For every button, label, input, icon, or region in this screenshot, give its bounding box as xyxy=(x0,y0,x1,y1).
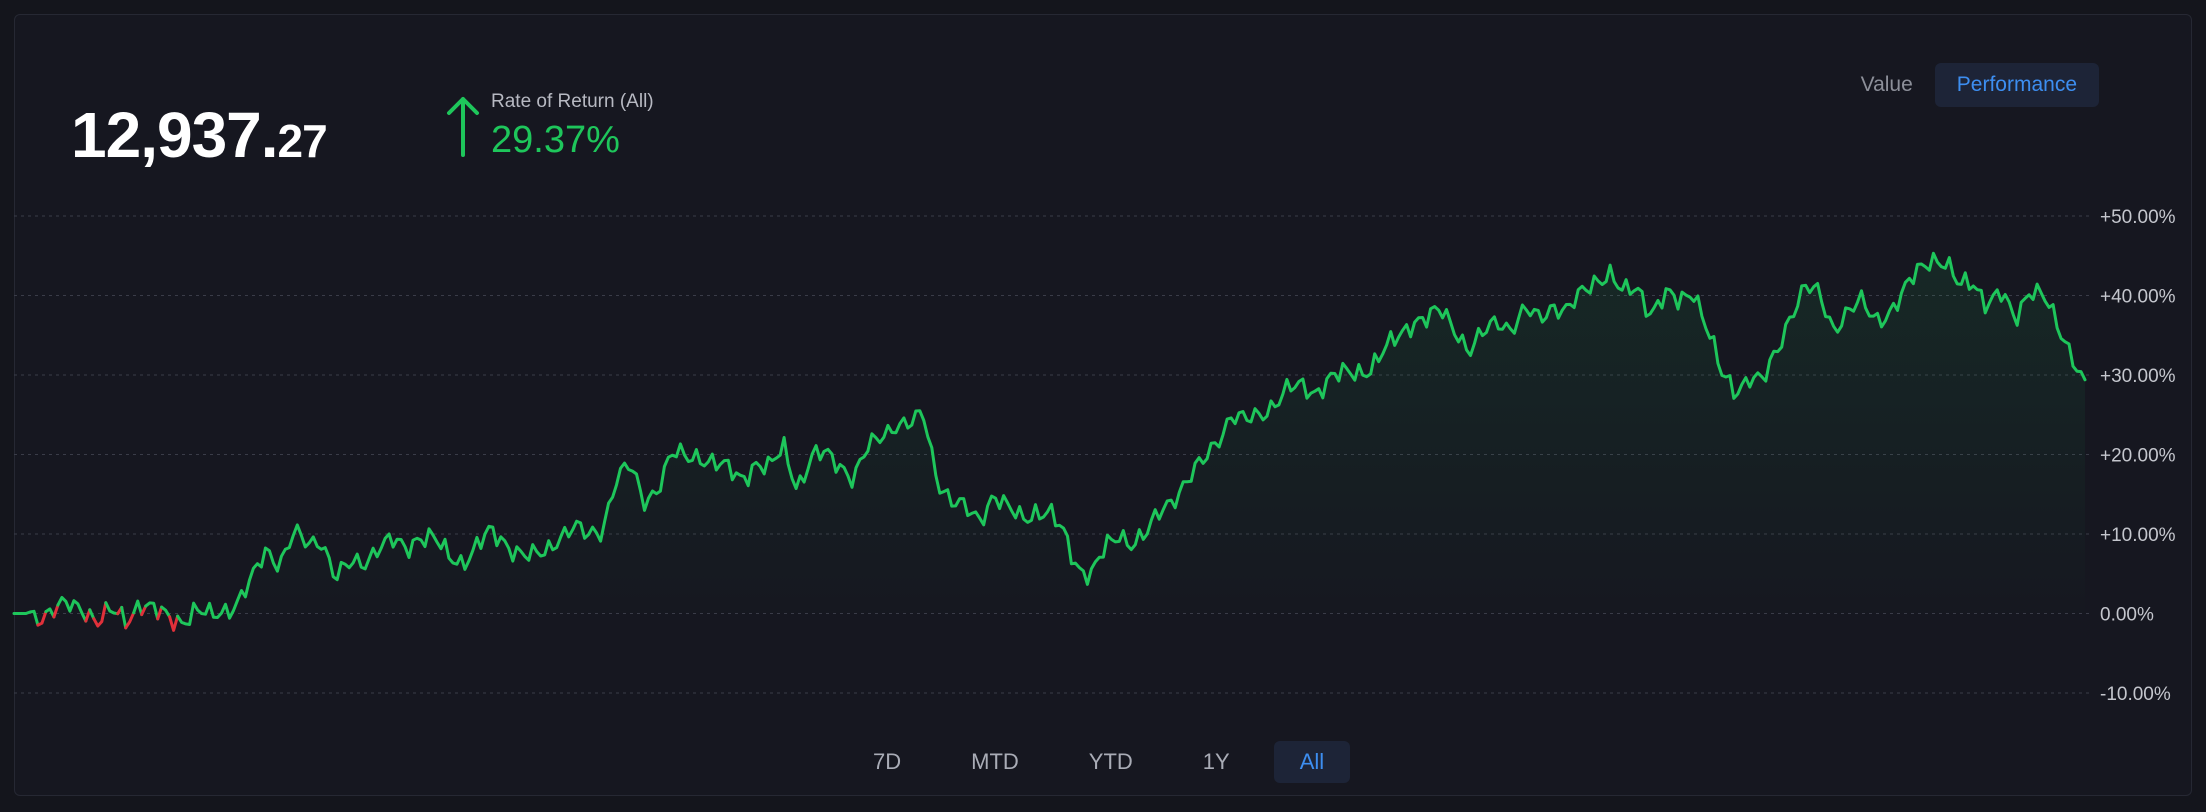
series-line xyxy=(132,599,144,617)
series-line xyxy=(144,601,160,621)
range-all-button[interactable]: All xyxy=(1273,741,1351,783)
y-tick-label: +10.00% xyxy=(2100,525,2176,546)
series-line xyxy=(52,603,60,619)
arrow-up-icon xyxy=(447,97,479,157)
range-ytd-button[interactable]: YTD xyxy=(1088,749,1133,774)
series-line xyxy=(156,605,164,621)
portfolio-value-whole: 12,937. xyxy=(71,99,279,171)
area-fill xyxy=(14,253,2085,631)
y-tick-label: -10.00% xyxy=(2100,684,2171,705)
series-line xyxy=(120,605,128,630)
value-view-button[interactable]: Value xyxy=(1860,73,1913,96)
range-7d-button[interactable]: 7D xyxy=(873,749,902,774)
series-line xyxy=(104,601,120,616)
y-tick-label: +20.00% xyxy=(2100,446,2176,467)
rate-of-return-label: Rate of Return (All) xyxy=(491,91,654,112)
series-line xyxy=(44,607,56,619)
rate-of-return-value: 29.37% xyxy=(491,119,620,161)
y-tick-label: +40.00% xyxy=(2100,287,2176,308)
view-toggle: Value Performance xyxy=(1839,63,2099,107)
range-mtd-button[interactable]: MTD xyxy=(971,749,1019,774)
series-line xyxy=(36,610,48,627)
series-line xyxy=(124,611,136,630)
performance-view-button[interactable]: Performance xyxy=(1934,63,2099,107)
series-line xyxy=(160,605,172,619)
y-tick-label: +50.00% xyxy=(2100,207,2176,228)
range-1y-button[interactable]: 1Y xyxy=(1202,749,1230,774)
series-line xyxy=(92,601,108,628)
series-line xyxy=(88,608,96,621)
y-tick-label: +30.00% xyxy=(2100,366,2176,387)
y-tick-label: 0.00% xyxy=(2100,605,2154,626)
series-line xyxy=(168,614,180,632)
time-range-selector: 7D MTD YTD 1Y All xyxy=(847,741,1351,783)
portfolio-value: 12,937.27 xyxy=(71,103,328,167)
series-line xyxy=(12,609,40,627)
portfolio-value-cents: 27 xyxy=(277,115,328,167)
series-line xyxy=(176,251,2087,626)
series-line xyxy=(56,596,88,623)
series-line xyxy=(140,604,148,617)
